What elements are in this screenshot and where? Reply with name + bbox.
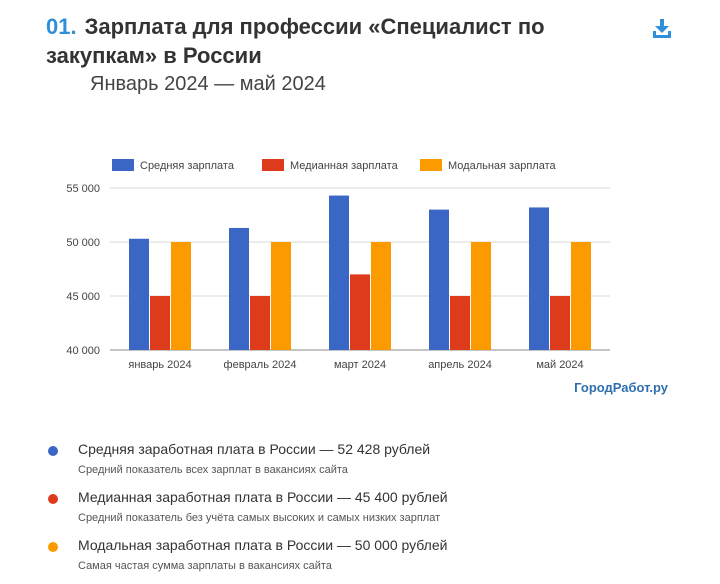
note-title: Медианная заработная плата в России — 45…: [78, 489, 448, 505]
legend-swatch: [262, 159, 284, 171]
title-line-1: Зарплата для профессии «Специалист по: [84, 14, 545, 39]
x-tick-label: февраль 2024: [224, 359, 297, 371]
bar-average: [529, 207, 549, 350]
title-line-2: закупкам» в России: [46, 43, 262, 68]
bar-average: [229, 227, 249, 350]
note-desc: Средний показатель без учёта самых высок…: [78, 512, 441, 524]
bar-median: [550, 296, 570, 350]
notes-list: Средняя заработная плата в России — 52 4…: [48, 440, 688, 584]
y-tick-label: 45 000: [66, 291, 100, 303]
legend-label: Модальная зарплата: [448, 160, 556, 172]
mode-dot: [48, 542, 58, 552]
bar-mode: [271, 242, 291, 350]
bar-median: [250, 296, 270, 350]
page-subtitle: Январь 2024 — май 2024: [90, 73, 326, 95]
header: 01. Зарплата для профессии «Специалист по…: [46, 12, 656, 97]
bar-median: [150, 296, 170, 350]
bar-average: [429, 209, 449, 350]
note-title: Модальная заработная плата в России — 50…: [78, 537, 448, 553]
y-tick-label: 55 000: [66, 183, 100, 195]
bar-median: [350, 274, 370, 350]
section-number: 01.: [46, 14, 77, 39]
legend-swatch: [112, 159, 134, 171]
median-dot: [48, 494, 58, 504]
note-desc: Средний показатель всех зарплат в ваканс…: [78, 464, 348, 476]
bar-average: [129, 238, 149, 350]
legend-swatch: [420, 159, 442, 171]
y-tick-label: 40 000: [66, 345, 100, 357]
page-title: 01. Зарплата для профессии «Специалист по: [46, 12, 656, 41]
bar-mode: [571, 242, 591, 350]
bar-average: [329, 195, 349, 350]
bar-mode: [471, 242, 491, 350]
note-average: Средняя заработная плата в России — 52 4…: [48, 440, 688, 477]
bar-mode: [171, 242, 191, 350]
legend-label: Средняя зарплата: [140, 160, 235, 172]
bar-median: [450, 296, 470, 350]
bar-mode: [371, 242, 391, 350]
download-icon[interactable]: [652, 18, 672, 38]
salary-chart: Средняя зарплата Медианная зарплата Модаль…: [66, 159, 669, 395]
note-title: Средняя заработная плата в России — 52 4…: [78, 441, 431, 457]
brand-logo: ГородРабот.ру: [574, 380, 669, 395]
legend-label: Медианная зарплата: [290, 160, 399, 172]
x-tick-label: май 2024: [536, 359, 583, 371]
note-mode: Модальная заработная плата в России — 50…: [48, 536, 688, 573]
x-tick-label: март 2024: [334, 359, 386, 371]
note-desc: Самая частая сумма зарплаты в вакансиях …: [78, 560, 332, 572]
avg-dot: [48, 446, 58, 456]
x-tick-label: январь 2024: [128, 359, 191, 371]
x-tick-label: апрель 2024: [428, 359, 492, 371]
note-median: Медианная заработная плата в России — 45…: [48, 488, 688, 525]
y-tick-label: 50 000: [66, 237, 100, 249]
